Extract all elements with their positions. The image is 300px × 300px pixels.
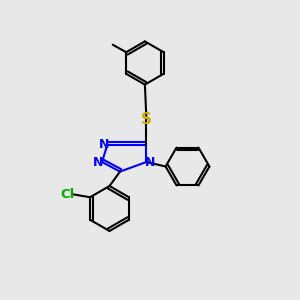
Text: S: S	[141, 112, 152, 127]
Text: N: N	[99, 137, 109, 151]
Text: N: N	[145, 156, 155, 169]
Text: N: N	[93, 156, 103, 169]
Text: Cl: Cl	[60, 188, 74, 201]
